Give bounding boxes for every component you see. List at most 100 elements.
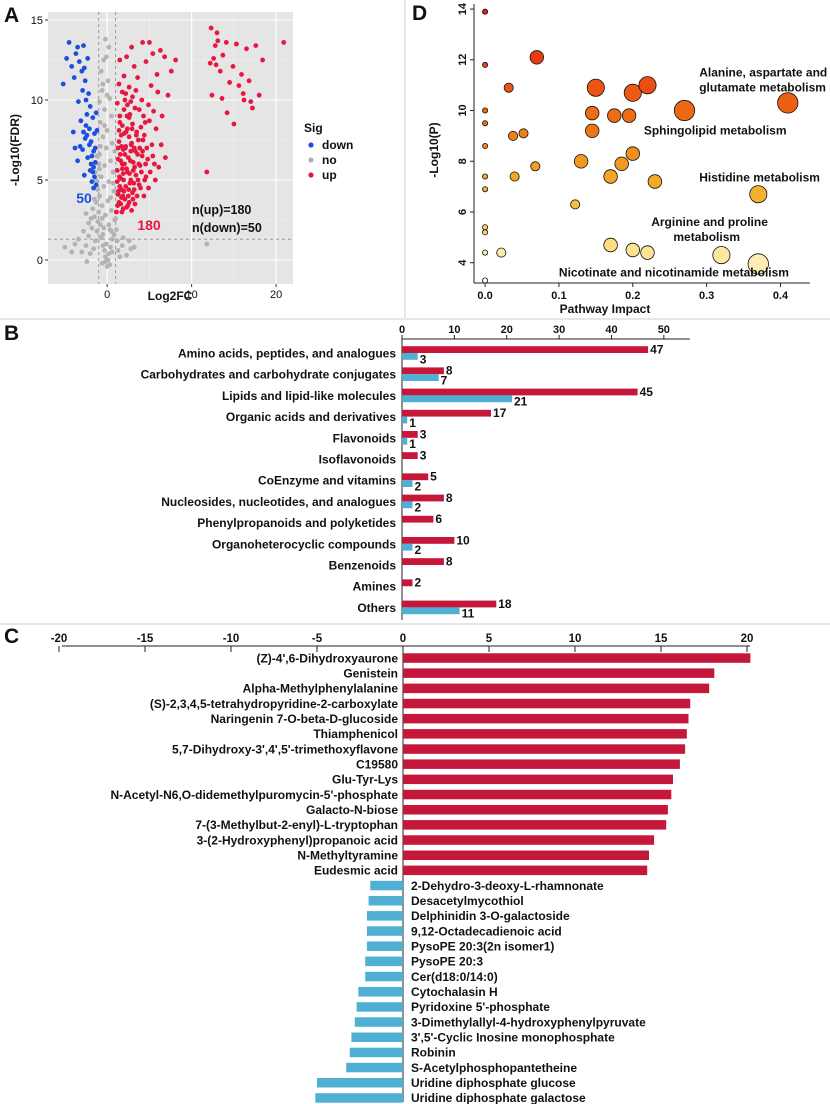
volcano-point-up [120, 171, 126, 177]
pathway-bubble [482, 61, 489, 68]
fold-change-bar-up [403, 744, 686, 754]
volcano-point-up [136, 137, 141, 143]
fold-change-tick-label: 0 [400, 633, 406, 645]
volcano-point-up [130, 196, 136, 202]
volcano-point-up [145, 156, 151, 162]
volcano-point-up [119, 166, 125, 172]
metabolite-label: Thiamphenicol [313, 727, 398, 741]
volcano-point-no [94, 228, 100, 234]
volcano-point-no [106, 179, 112, 185]
fold-change-bar-up [403, 789, 672, 800]
pathway-bubble [712, 246, 731, 265]
volcano-point-down [92, 174, 97, 180]
pathway-bubble [585, 105, 600, 121]
volcano-point-no [98, 68, 104, 74]
volcano-point-no [98, 174, 104, 180]
volcano-point-down [85, 155, 91, 161]
volcano-point-up [138, 124, 144, 130]
class-bar-up-value: 5 [430, 470, 437, 484]
volcano-point-up [244, 46, 249, 52]
volcano-point-no [81, 228, 86, 234]
volcano-point-up [129, 126, 135, 132]
class-category-label: Carbohydrates and carbohydrate conjugate… [141, 368, 397, 382]
volcano-point-up [260, 57, 265, 63]
volcano-point-up [147, 40, 152, 45]
volcano-point-up [114, 179, 120, 185]
volcano-point-up [131, 64, 137, 69]
pathway-bubble [482, 107, 489, 114]
metabolite-label: 9,12-Octadecadienoic acid [411, 924, 562, 938]
pathway-bubble [623, 83, 642, 102]
volcano-point-no [114, 238, 120, 244]
volcano-point-no [106, 222, 112, 228]
volcano-point-up [125, 193, 131, 199]
fold-change-tick-label: 15 [655, 633, 668, 645]
volcano-point-up [153, 126, 159, 132]
volcano-plot-background [48, 12, 293, 284]
metabolite-label: Naringenin 7-O-beta-D-glucoside [211, 712, 399, 726]
panel-label-a: A [4, 4, 19, 27]
volcano-point-up [128, 148, 134, 154]
class-bar-down [402, 543, 413, 551]
volcano-point-up [256, 92, 262, 98]
volcano-point-no [115, 248, 121, 253]
pathway-bubble [638, 76, 657, 95]
volcano-point-up [123, 129, 129, 135]
metabolite-label: C19580 [356, 757, 398, 771]
volcano-point-no [117, 254, 123, 260]
volcano-point-up [117, 113, 123, 119]
volcano-point-up [140, 148, 146, 154]
volcano-point-up [114, 209, 119, 215]
class-category-label: Flavonoids [333, 431, 397, 445]
volcano-point-up [208, 25, 214, 31]
class-bar-down-value: 2 [414, 501, 421, 515]
fold-change-bar-up [403, 850, 649, 860]
pathway-bubble [747, 253, 769, 275]
class-bar-up-value: 8 [446, 491, 453, 505]
class-bar-up [402, 537, 455, 544]
pathway-tick-labels: 0.0 0.1 0.2 0.3 0.4 4 6 8 10 12 14 [457, 2, 789, 302]
volcano-point-no [94, 153, 100, 159]
pathway-bubble [509, 171, 520, 182]
volcano-point-no [100, 81, 106, 87]
class-bar-chart: 0 10 20 30 40 50 Amino acids, peptides, and a… [141, 324, 690, 621]
volcano-point-down [91, 148, 96, 154]
volcano-point-no [90, 206, 96, 212]
volcano-point-up [139, 97, 145, 103]
volcano-point-up [173, 57, 179, 63]
volcano-point-no [98, 222, 103, 228]
volcano-point-no [120, 235, 126, 241]
volcano-point-up [163, 155, 168, 161]
up-count-label: 180 [137, 217, 161, 233]
legend-label-down: down [322, 138, 353, 152]
volcano-point-down [72, 145, 78, 151]
volcano-point-no [108, 244, 113, 250]
volcano-point-down [75, 158, 80, 164]
volcano-point-up [119, 144, 124, 149]
volcano-point-no [98, 144, 103, 149]
volcano-point-down [94, 127, 100, 133]
volcano-point-no [102, 248, 107, 253]
volcano-point-down [70, 129, 76, 135]
volcano-point-up [236, 83, 242, 88]
pathway-bubble [482, 277, 489, 284]
class-category-label: Nucleosides, nucleotides, and analogues [161, 495, 396, 509]
volcano-point-up [241, 97, 247, 103]
volcano-point-down [81, 172, 87, 178]
volcano-point-up [165, 92, 171, 98]
volcano-point-down [89, 179, 95, 185]
volcano-point-no [113, 216, 118, 221]
pathway-bubble [607, 108, 622, 123]
volcano-point-up [119, 209, 125, 215]
pathway-bubble [625, 242, 641, 258]
volcano-point-no [204, 241, 210, 247]
pathway-bubble [749, 185, 768, 204]
volcano-point-up [227, 80, 233, 85]
volcano-point-up [116, 127, 122, 133]
class-bar-tick-label: 0 [399, 324, 405, 336]
fold-change-bar-up [403, 698, 691, 709]
legend-title: Sig [304, 121, 323, 135]
class-bar-down [402, 437, 408, 445]
legend-marker-up [308, 172, 314, 178]
legend-label-up: up [322, 168, 337, 182]
